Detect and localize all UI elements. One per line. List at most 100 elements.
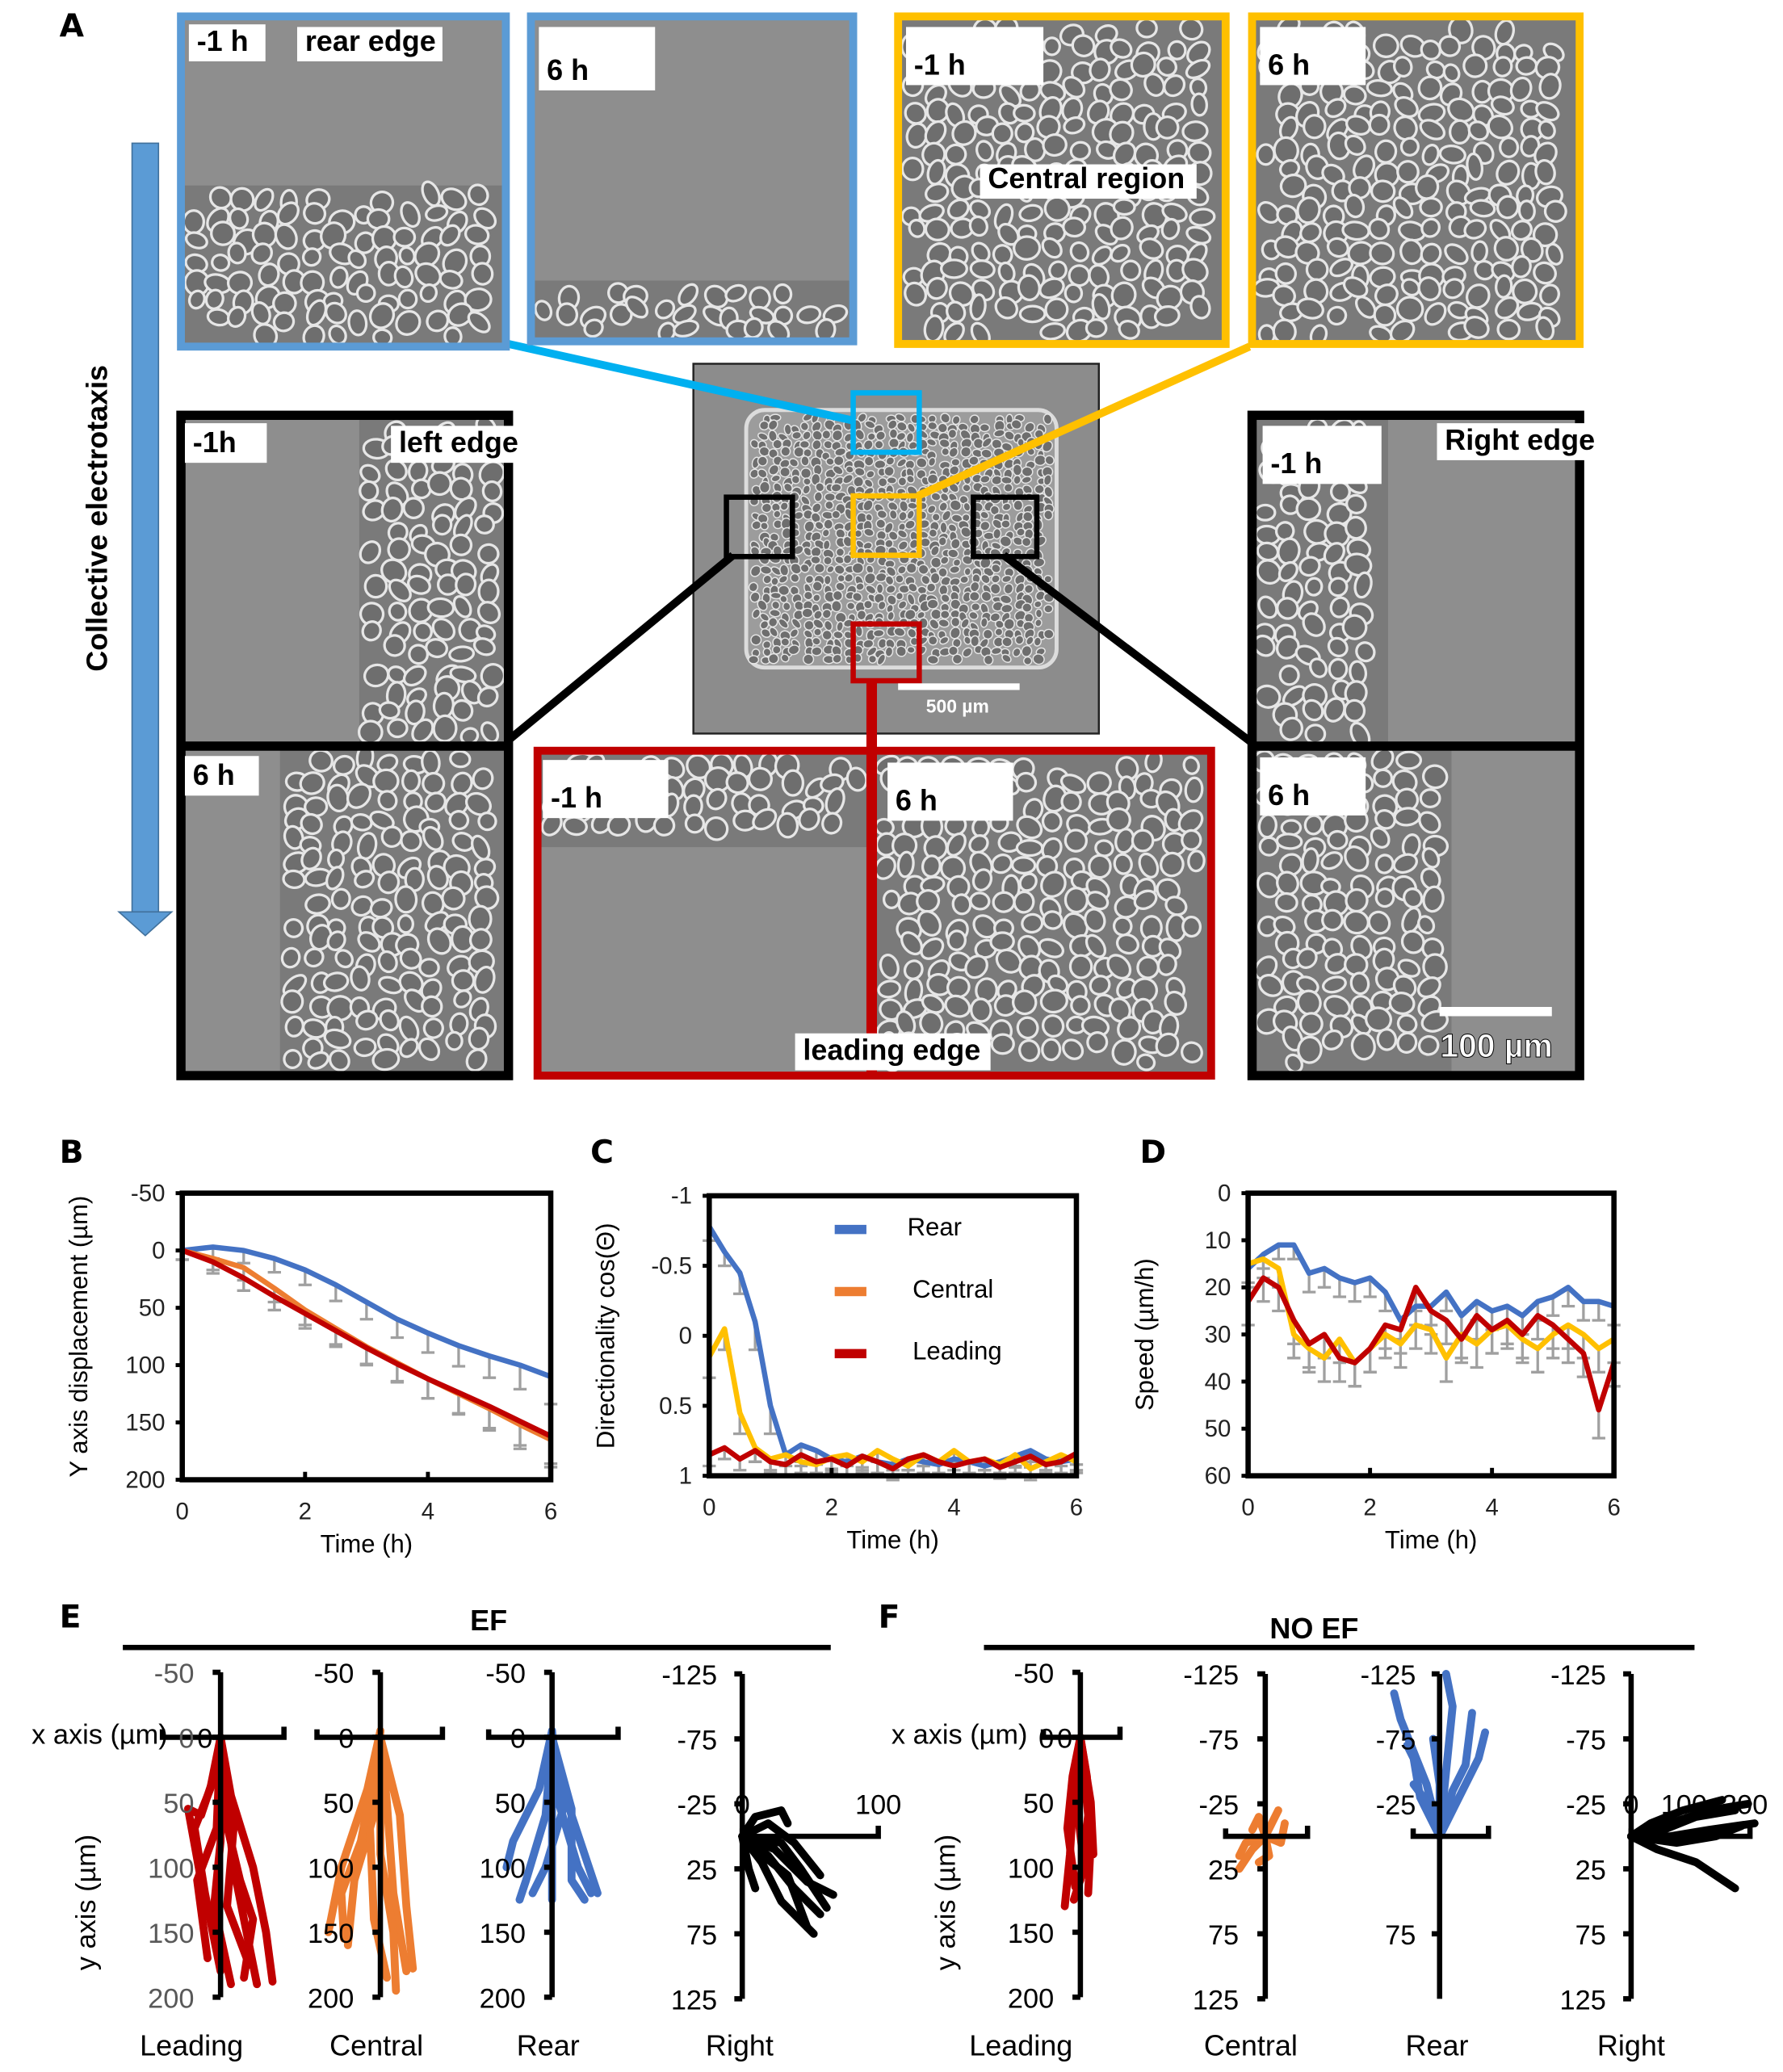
cell bbox=[402, 497, 425, 519]
no-ef-title-rule bbox=[984, 1644, 1695, 1650]
cell bbox=[1062, 75, 1086, 99]
cell bbox=[413, 241, 441, 268]
cell bbox=[474, 514, 495, 535]
cell bbox=[1305, 258, 1329, 282]
cell bbox=[408, 598, 434, 623]
cell bbox=[874, 459, 887, 470]
cell bbox=[1341, 220, 1370, 241]
cell bbox=[939, 492, 950, 502]
cell bbox=[422, 825, 444, 851]
cell bbox=[468, 183, 489, 207]
cell bbox=[1010, 419, 1022, 430]
y-tick-label: 150 bbox=[480, 1919, 526, 1949]
cell bbox=[1350, 934, 1373, 960]
cell bbox=[1512, 278, 1538, 304]
y-tick-label: -75 bbox=[1376, 1726, 1416, 1756]
cell bbox=[380, 497, 404, 523]
cell bbox=[1496, 318, 1521, 341]
y-tick-label: 0 bbox=[1218, 1180, 1231, 1206]
cell bbox=[780, 446, 791, 457]
cell bbox=[991, 122, 1013, 145]
cell bbox=[772, 438, 783, 450]
cell bbox=[1089, 57, 1111, 82]
rear-6h-image bbox=[532, 17, 852, 343]
cell bbox=[875, 430, 887, 441]
cell bbox=[946, 832, 967, 857]
cell bbox=[975, 140, 994, 162]
category-label: Right bbox=[706, 2029, 774, 2062]
cell bbox=[1470, 240, 1488, 264]
cell bbox=[801, 607, 814, 619]
cell bbox=[971, 868, 993, 891]
cell bbox=[1160, 851, 1185, 878]
y-tick-label: 50 bbox=[495, 1789, 526, 1819]
cell bbox=[802, 484, 811, 495]
y-tick-label: -125 bbox=[1550, 1660, 1606, 1691]
cell bbox=[1256, 201, 1280, 224]
cell bbox=[1181, 828, 1202, 851]
x-tick-label: 0 bbox=[1241, 1495, 1254, 1521]
cell bbox=[1164, 895, 1188, 916]
cell bbox=[1366, 79, 1394, 98]
cell bbox=[325, 866, 345, 891]
cell bbox=[1086, 1031, 1109, 1054]
cell bbox=[743, 317, 764, 339]
cell bbox=[823, 574, 832, 585]
cell bbox=[1133, 889, 1158, 910]
cell bbox=[812, 430, 823, 442]
cell bbox=[872, 629, 885, 638]
cell bbox=[426, 309, 450, 333]
cell bbox=[425, 638, 449, 659]
cell bbox=[925, 276, 948, 300]
y-tick-label: 125 bbox=[1193, 1985, 1239, 2015]
cell bbox=[357, 931, 381, 953]
cell bbox=[1538, 120, 1556, 140]
cell bbox=[250, 242, 273, 265]
cell bbox=[1509, 76, 1533, 103]
cell bbox=[1296, 297, 1324, 320]
cell bbox=[455, 573, 477, 597]
cell bbox=[927, 421, 938, 431]
cell bbox=[920, 937, 945, 960]
cell bbox=[1041, 810, 1063, 833]
cell bbox=[970, 602, 981, 612]
cell bbox=[830, 483, 842, 493]
x-tick-label: 0 bbox=[197, 1724, 212, 1755]
cell bbox=[1012, 989, 1038, 1016]
cell bbox=[388, 602, 408, 622]
cell bbox=[477, 812, 497, 832]
overview-scale-bar bbox=[898, 683, 1020, 690]
cell bbox=[1422, 885, 1445, 913]
cell bbox=[1003, 483, 1013, 493]
cell bbox=[1018, 872, 1038, 892]
cell bbox=[1370, 179, 1396, 203]
migration-arrow bbox=[117, 142, 174, 937]
cell bbox=[1499, 136, 1520, 158]
x-tick-label: 0 bbox=[176, 1499, 189, 1525]
cell bbox=[1043, 485, 1054, 498]
cell bbox=[388, 578, 412, 602]
cell bbox=[280, 989, 304, 1014]
y-tick-label: 50 bbox=[323, 1789, 354, 1819]
cell bbox=[1110, 216, 1134, 241]
cell bbox=[776, 812, 799, 839]
x-axis bbox=[1410, 1826, 1491, 1839]
cell bbox=[799, 439, 811, 449]
cell bbox=[393, 265, 414, 289]
cell bbox=[749, 468, 760, 479]
cell bbox=[1115, 933, 1139, 955]
cell bbox=[397, 288, 418, 310]
cell bbox=[757, 455, 768, 467]
cell bbox=[1474, 259, 1496, 281]
cell bbox=[821, 429, 832, 440]
cell bbox=[1469, 199, 1496, 218]
x-tick-label: 100 bbox=[1661, 1789, 1707, 1820]
cell bbox=[405, 699, 426, 726]
cell bbox=[398, 245, 416, 266]
left-time-after: 6 h bbox=[193, 758, 235, 791]
cell bbox=[320, 221, 347, 250]
y-tick-label: 150 bbox=[308, 1919, 354, 1949]
cell bbox=[1038, 937, 1065, 958]
y-tick-label: 0.5 bbox=[659, 1393, 692, 1420]
cell bbox=[410, 478, 432, 500]
